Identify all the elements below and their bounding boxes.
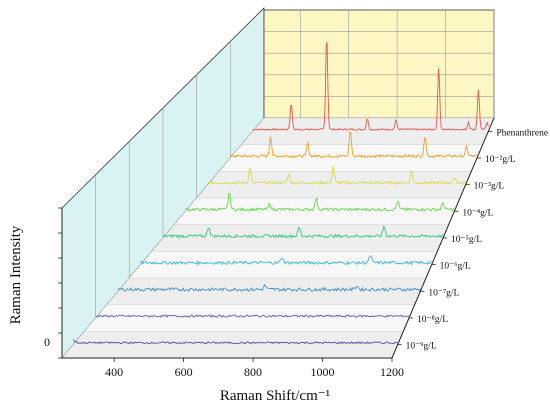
series-line-8 bbox=[252, 42, 489, 131]
series-label-4: 10⁻⁵g/L bbox=[451, 235, 482, 245]
series-line-3 bbox=[140, 255, 433, 266]
series-label-1: 10⁻⁸g/L bbox=[417, 315, 448, 325]
floor-strips bbox=[61, 117, 495, 359]
floor-strip bbox=[128, 251, 438, 279]
chart-grid bbox=[95, 10, 495, 318]
floor-strip bbox=[83, 304, 416, 332]
y-axis-title: Raman Intensity bbox=[8, 225, 24, 324]
series-label-5: 10⁻⁴g/L bbox=[462, 208, 493, 218]
floor-strip bbox=[218, 144, 484, 172]
x-tick-label-1200: 1200 bbox=[380, 365, 404, 379]
series-label-3: 10⁻⁶g/L bbox=[440, 262, 471, 272]
series-line-1 bbox=[95, 314, 410, 318]
series-line-2 bbox=[117, 283, 421, 293]
series-label-6: 10⁻³g/L bbox=[474, 182, 505, 192]
series-label-2: 10⁻⁷g/L bbox=[428, 288, 459, 298]
y-tick-label-0: 0 bbox=[44, 335, 50, 349]
back-wall bbox=[263, 9, 495, 119]
series-label-0: 10⁻⁹g/L bbox=[406, 342, 437, 352]
series-line-4 bbox=[162, 225, 444, 239]
series-line-0 bbox=[72, 339, 398, 345]
series-lines bbox=[72, 42, 489, 345]
series-line-7 bbox=[230, 131, 478, 159]
series-line-5 bbox=[185, 192, 455, 212]
x-tick-label-600: 600 bbox=[175, 365, 193, 379]
series-label-8: Phenanthrene bbox=[496, 128, 548, 138]
x-tick-label-400: 400 bbox=[105, 365, 123, 379]
series-line-6 bbox=[207, 166, 467, 186]
floor-strip bbox=[61, 331, 404, 359]
series-label-7: 10⁻²g/L bbox=[485, 155, 516, 165]
floor-strip bbox=[196, 171, 472, 199]
x-axis-title: Raman Shift/cm⁻¹ bbox=[220, 388, 330, 404]
x-tick-label-1000: 1000 bbox=[311, 365, 335, 379]
series-labels: 10⁻⁹g/L 10⁻⁸g/L 10⁻⁷g/L 10⁻⁶g/L 10⁻⁵g/L 10⁻⁴g… bbox=[397, 128, 548, 352]
x-tick-label-800: 800 bbox=[244, 365, 262, 379]
floor-strip bbox=[106, 277, 427, 305]
x-tick-labels: 400 600 800 1000 1200 bbox=[105, 358, 404, 379]
